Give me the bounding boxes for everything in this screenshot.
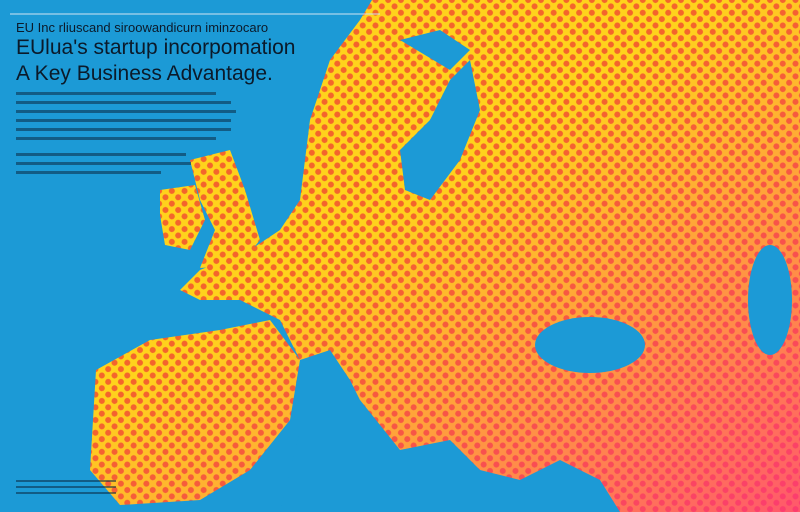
seas xyxy=(280,30,792,512)
illegible-body xyxy=(16,92,236,494)
subtitle: A Key Business Advantage. xyxy=(16,62,273,85)
kicker: EU Inc rliuscand siroowandicurn iminzoca… xyxy=(16,20,268,35)
title: EUlua's startup incorpomation xyxy=(16,36,295,59)
